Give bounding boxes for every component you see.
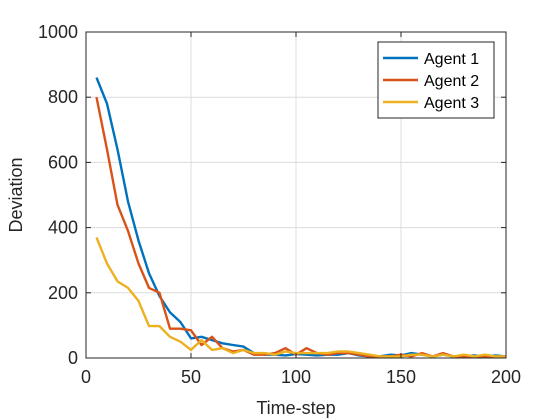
legend-label-agent-2: Agent 2 — [424, 73, 479, 90]
data-series — [95, 77, 507, 358]
y-tick-label: 400 — [48, 218, 78, 238]
y-tick-label: 600 — [48, 152, 78, 172]
x-tick-label: 100 — [281, 367, 311, 387]
legend: Agent 1 Agent 2 Agent 3 — [377, 41, 495, 119]
x-axis-title: Time-step — [256, 398, 335, 418]
x-tick-label: 50 — [181, 367, 201, 387]
y-tick-label: 200 — [48, 283, 78, 303]
x-tick-label: 200 — [491, 367, 521, 387]
x-tick-label: 0 — [81, 367, 91, 387]
y-tick-label: 0 — [68, 348, 78, 368]
x-tick-label: 150 — [386, 367, 416, 387]
y-tick-label: 1000 — [38, 22, 78, 42]
axis-ticks: 0 50 100 150 200 0 200 400 600 800 1000 — [38, 22, 521, 387]
legend-label-agent-1: Agent 1 — [424, 51, 479, 68]
legend-label-agent-3: Agent 3 — [424, 95, 479, 112]
y-tick-label: 800 — [48, 87, 78, 107]
y-axis-title: Deviation — [6, 157, 26, 232]
series-line-agent-3 — [95, 236, 506, 358]
